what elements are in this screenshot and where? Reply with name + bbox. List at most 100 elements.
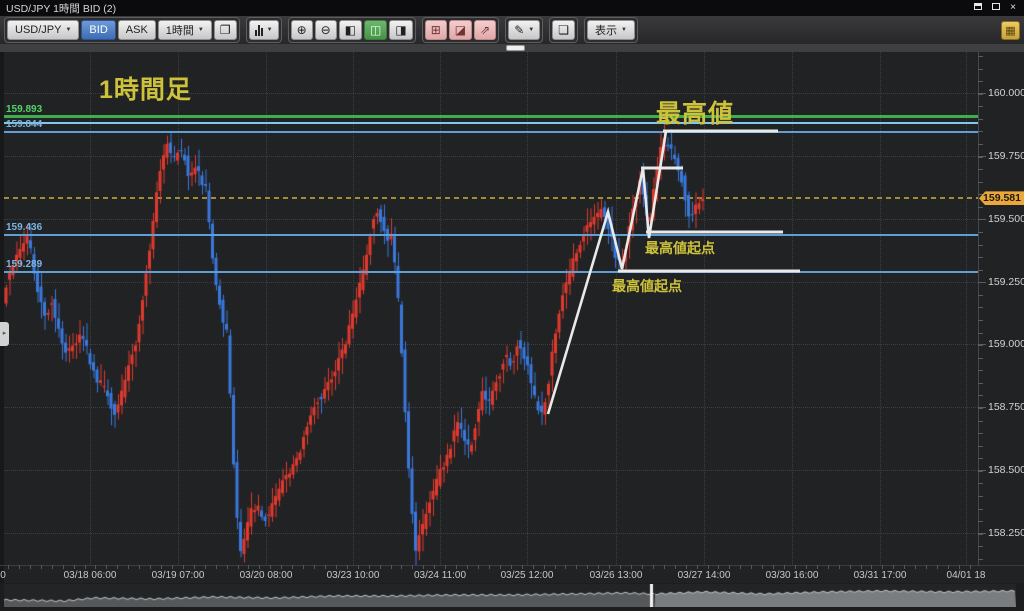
price-axis-minor-tick <box>978 370 983 372</box>
price-axis-minor-tick <box>978 546 983 548</box>
symbol-dropdown[interactable]: USD/JPY ▼ <box>7 20 80 40</box>
time-axis-tick <box>587 565 589 569</box>
draw-dropdown[interactable]: ✎ ▼ <box>508 20 541 40</box>
price-axis-minor-tick <box>978 131 983 133</box>
time-axis-label: 03/19 07:00 <box>151 570 205 581</box>
price-axis-tick <box>978 218 986 220</box>
time-axis-tick <box>882 565 884 569</box>
time-axis-tick <box>40 565 42 569</box>
time-axis-label: 03/25 12:00 <box>500 570 554 581</box>
time-axis-tick <box>62 565 64 569</box>
bid-button[interactable]: BID <box>81 20 116 40</box>
display-dropdown[interactable]: 表示 ▼ <box>586 20 635 40</box>
time-axis-tick <box>335 565 337 569</box>
time-axis-tick <box>84 565 86 569</box>
price-axis-tick <box>978 407 986 409</box>
zoom-in-button[interactable]: ⊕ <box>290 20 313 40</box>
toolbar-right: ▦ <box>1001 20 1024 40</box>
time-axis-tick <box>423 565 425 569</box>
chevron-down-icon: ▼ <box>65 27 72 33</box>
price-axis-minor-tick <box>978 282 983 284</box>
price-axis-label: 158.250 <box>988 526 1024 539</box>
time-axis-tick <box>904 565 906 569</box>
pane-right-button[interactable]: ◨ <box>389 20 413 40</box>
pane-fit-button[interactable]: ◫ <box>364 20 388 40</box>
time-axis-tick <box>565 565 567 569</box>
time-axis-tick <box>8 565 9 569</box>
restore-icon[interactable] <box>992 3 1001 13</box>
time-axis-tick <box>314 565 316 569</box>
close-icon[interactable]: × <box>1010 2 1016 13</box>
time-axis-tick <box>784 565 786 569</box>
zoom-out-button[interactable]: ⊖ <box>314 20 337 40</box>
pane-left-button[interactable]: ◧ <box>338 20 363 40</box>
time-axis-label: 0 <box>0 570 6 581</box>
annotation-timeframe[interactable]: 1時間足 <box>99 76 192 104</box>
grid-layout-button[interactable]: ▦ <box>1001 20 1020 40</box>
time-axis-tick <box>849 565 851 569</box>
new-order-button[interactable]: ⊞ <box>424 20 447 40</box>
price-axis-label: 158.750 <box>988 401 1024 414</box>
price-axis-minor-tick <box>978 81 983 83</box>
time-axis-tick <box>303 565 305 569</box>
time-axis-tick <box>740 565 742 569</box>
chart-type-dropdown[interactable]: ▼ <box>248 20 279 40</box>
layout-button[interactable]: ◪ <box>448 20 473 40</box>
chart-type-group: ▼ <box>245 17 282 43</box>
display-group: 表示 ▼ <box>583 17 638 43</box>
price-level-line[interactable] <box>4 131 978 134</box>
price-level-line[interactable] <box>4 121 978 124</box>
time-axis-tick <box>860 565 862 569</box>
detach-button[interactable]: ⇗ <box>474 20 497 40</box>
price-axis-minor-tick <box>978 181 983 183</box>
time-axis-tick <box>379 565 381 569</box>
snapshot-button[interactable]: ❏ <box>552 20 575 40</box>
current-price-badge: 159.581 <box>979 191 1024 206</box>
time-axis-label: 04/01 18 <box>946 570 986 581</box>
time-axis-tick <box>543 565 545 569</box>
window-titlebar: USD/JPY 1時間 BID (2) × <box>0 0 1024 16</box>
price-axis-label: 159.250 <box>988 275 1024 288</box>
splitter-handle[interactable] <box>506 45 525 51</box>
price-axis-minor-tick <box>978 445 983 447</box>
panel-collapse-handle[interactable]: ▸ <box>0 322 9 346</box>
ask-button[interactable]: ASK <box>117 20 156 40</box>
pencil-icon: ✎ <box>514 23 525 37</box>
chart-navigator[interactable] <box>4 584 1016 607</box>
annotation-high-origin-1[interactable]: 最高値起点 <box>645 240 715 256</box>
annotation-high[interactable]: 最高値 <box>656 100 735 128</box>
time-axis-tick <box>106 565 108 569</box>
timeframe-dropdown[interactable]: 1時間 ▼ <box>157 20 212 40</box>
price-level-line[interactable] <box>4 233 978 236</box>
price-axis-minor-tick <box>978 269 983 271</box>
time-axis-tick <box>346 565 348 569</box>
price-level-line[interactable] <box>4 270 978 273</box>
time-axis-tick <box>958 565 960 569</box>
time-axis-tick <box>324 565 326 569</box>
chevron-down-icon: ▼ <box>528 27 535 33</box>
price-axis-minor-tick <box>978 407 983 409</box>
time-axis-tick <box>171 565 173 569</box>
left-edge-strip <box>0 44 4 584</box>
time-axis-tick <box>729 565 731 569</box>
time-axis-tick <box>576 565 578 569</box>
time-axis-tick <box>773 565 775 569</box>
duplicate-chart-button[interactable]: ❐ <box>213 20 237 40</box>
price-level-line[interactable] <box>4 115 978 119</box>
order-tools-group: ⊞ ◪ ⇗ <box>421 17 500 43</box>
time-axis-label: 03/26 13:00 <box>589 570 643 581</box>
layout-icon: ◪ <box>454 23 467 37</box>
price-axis-minor-tick <box>978 118 983 120</box>
annotation-high-origin-2[interactable]: 最高値起点 <box>612 278 682 294</box>
minimize-icon[interactable] <box>974 3 983 13</box>
chevron-down-icon: ▼ <box>266 27 273 33</box>
price-axis-minor-tick <box>978 206 983 208</box>
time-axis-tick <box>488 565 490 569</box>
candlestick-plot[interactable] <box>4 52 978 565</box>
time-axis-tick <box>18 565 20 569</box>
time-axis-tick <box>620 565 622 569</box>
price-axis-label: 159.750 <box>988 149 1024 162</box>
time-axis-tick <box>499 565 501 569</box>
time-axis-tick <box>215 565 217 569</box>
time-axis-tick <box>554 565 556 569</box>
